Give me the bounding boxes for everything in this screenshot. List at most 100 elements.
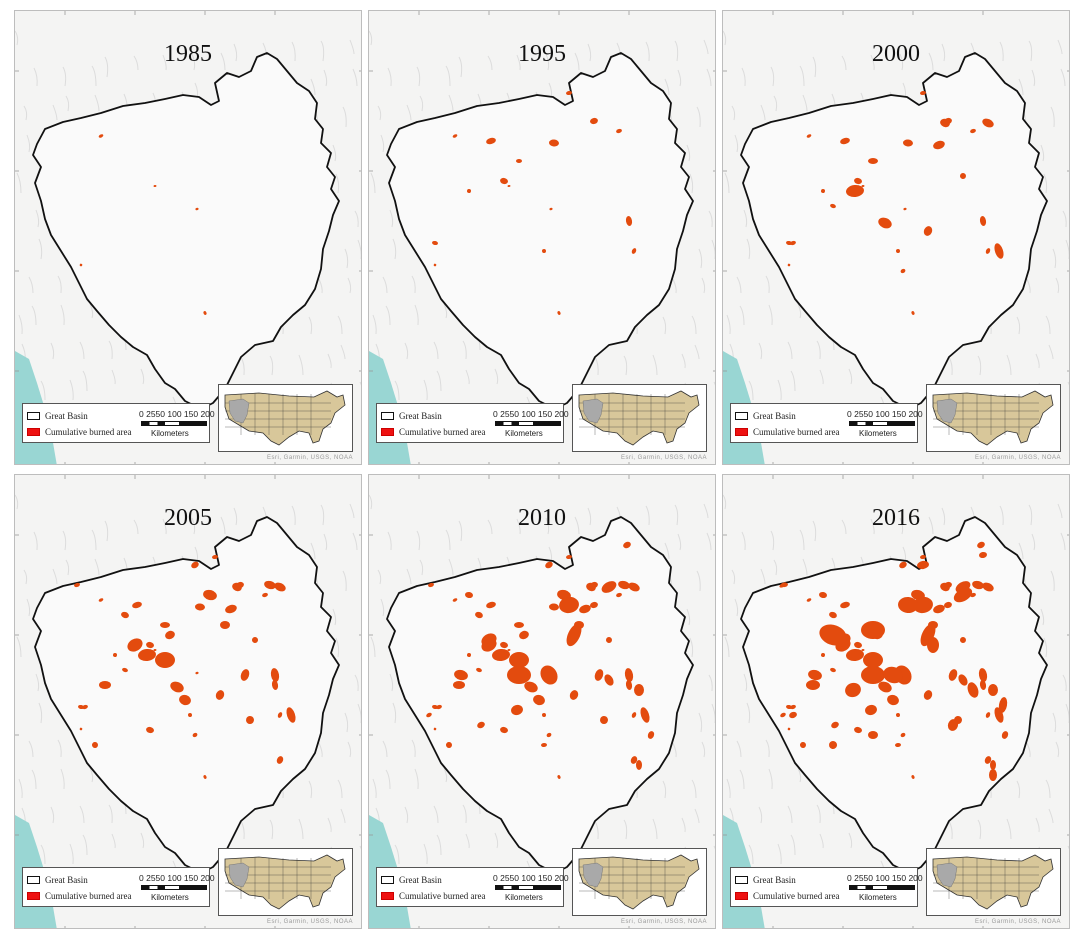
burn-scar: [806, 598, 812, 602]
us-locator-inset: [572, 384, 707, 452]
burn-scar: [79, 727, 83, 731]
burn-scar: [160, 622, 170, 628]
burn-scar: [500, 177, 508, 185]
burn-scar: [467, 653, 471, 657]
scale-bar-unit: Kilometers: [505, 429, 543, 438]
burn-scar: [953, 587, 973, 603]
burn-scar: [911, 775, 915, 779]
scale-bar-unit: Kilometers: [151, 893, 189, 902]
map-legend: Great Basin Cumulative burned area 0 255…: [22, 403, 215, 443]
legend-great-basin-label: Great Basin: [399, 874, 442, 885]
burn-scar: [979, 551, 987, 559]
burn-scar: [989, 769, 997, 781]
burn-scar: [436, 704, 442, 710]
burn-scar: [264, 580, 276, 590]
burn-scar: [920, 90, 926, 96]
burn-scar: [486, 601, 496, 609]
burn-scar: [426, 712, 432, 718]
scale-bar-ticks: 0 2550 100 150 200: [139, 409, 215, 419]
burned-area-swatch: [381, 427, 394, 436]
map-credit: Esri, Garmin, USGS, NOAA: [974, 455, 1061, 461]
scale-bar-ticks: 0 2550 100 150 200: [139, 873, 215, 883]
scale-bar-unit: Kilometers: [505, 893, 543, 902]
burn-scar: [262, 592, 268, 598]
burn-scar: [566, 623, 582, 647]
burn-scar: [623, 541, 631, 549]
burn-scar: [481, 633, 497, 647]
burn-scar: [1001, 731, 1009, 739]
burn-scar: [923, 690, 933, 700]
map-legend: Great Basin Cumulative burned area 0 255…: [376, 403, 569, 443]
burn-scar: [878, 681, 892, 693]
great-basin-boundary: [740, 52, 1048, 410]
burn-scar: [433, 263, 437, 267]
burn-scar: [868, 158, 878, 164]
map-legend: Great Basin Cumulative burned area 0 255…: [376, 867, 569, 907]
burn-scar: [624, 668, 634, 682]
legend-great-basin-label: Great Basin: [45, 410, 88, 421]
burn-scar: [780, 712, 786, 718]
scale-bar-ticks: 0 2550 100 150 200: [847, 873, 923, 883]
burn-scar: [170, 681, 184, 693]
great-basin-locator: [228, 862, 250, 888]
burn-scar: [465, 591, 473, 599]
burn-scar: [923, 226, 933, 236]
burn-scar: [998, 697, 1008, 713]
burn-scar: [246, 716, 254, 724]
burn-scar: [830, 203, 836, 209]
burned-area-layer: [779, 541, 1009, 781]
scale-bar: 0 2550 100 150 200 Kilometers: [493, 873, 569, 905]
map-legend: Great Basin Cumulative burned area 0 255…: [730, 867, 923, 907]
burn-scar: [933, 140, 945, 150]
burn-scar: [789, 711, 797, 719]
burn-scar: [240, 669, 250, 681]
great-basin-locator: [582, 398, 604, 424]
legend-burned-label: Cumulative burned area: [753, 426, 840, 437]
burn-scar: [829, 741, 837, 749]
us-locator-inset: [926, 384, 1061, 452]
scale-bar-ticks: 0 2550 100 150 200: [493, 409, 569, 419]
burn-scar: [549, 139, 559, 147]
panel-year-label: 2000: [872, 41, 920, 67]
map-panel-1995: 1995 Great Basin Cumulative burned area …: [368, 10, 716, 465]
great-basin-boundary: [32, 52, 340, 410]
great-basin-locator: [936, 862, 958, 888]
burn-scar: [779, 582, 787, 588]
burn-scar: [586, 582, 596, 592]
burn-scar: [569, 690, 579, 700]
burn-scar: [933, 604, 945, 614]
burn-scar: [911, 311, 915, 315]
scale-bar: 0 2550 100 150 200 Kilometers: [847, 409, 923, 441]
burn-scar: [790, 704, 796, 710]
us-locator-inset: [218, 848, 353, 916]
burn-scar: [972, 580, 984, 590]
burn-scar: [601, 581, 617, 593]
burn-scar: [821, 189, 825, 193]
burn-scar: [985, 712, 991, 718]
burn-scar: [590, 601, 598, 609]
scale-bar-unit: Kilometers: [859, 429, 897, 438]
legend-great-basin-label: Great Basin: [399, 410, 442, 421]
burn-scar: [846, 184, 864, 198]
burn-scar: [854, 726, 862, 734]
burn-scar: [979, 680, 987, 690]
burn-scar: [454, 669, 468, 681]
burn-scar: [179, 694, 191, 706]
burn-scar: [433, 727, 437, 731]
burn-scar: [155, 652, 175, 668]
scale-bar-graphic: [495, 421, 561, 426]
burn-scar: [509, 652, 529, 668]
burned-area-swatch: [735, 427, 748, 436]
burn-scar: [978, 668, 988, 682]
burn-scar: [625, 216, 633, 226]
burn-scar: [634, 684, 644, 696]
burn-scar: [940, 118, 950, 128]
burn-scar: [819, 624, 847, 646]
burn-scar: [541, 742, 547, 748]
burn-scar: [958, 674, 968, 686]
burn-scar: [146, 641, 154, 649]
burn-scar: [203, 311, 207, 315]
burn-scar: [970, 128, 976, 134]
burn-scar: [861, 666, 885, 684]
